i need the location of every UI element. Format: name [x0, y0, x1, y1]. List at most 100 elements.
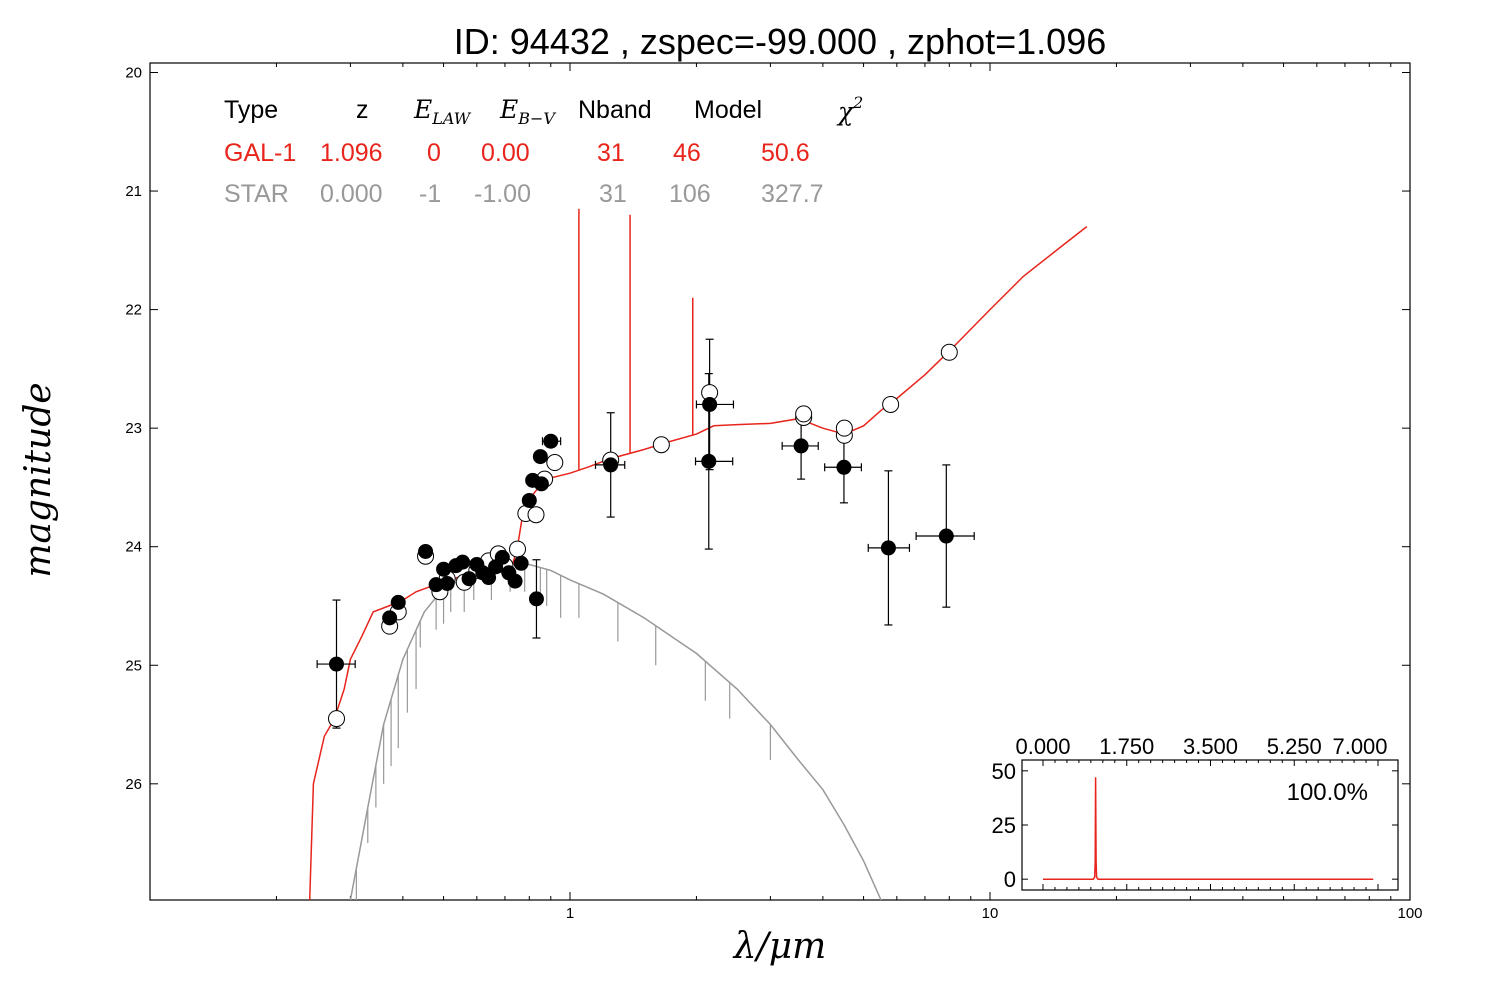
- table-header-elaw-sub: LAW: [431, 109, 472, 128]
- observed-point: [836, 459, 852, 475]
- gal-model: 46: [673, 139, 701, 167]
- observed-point: [461, 571, 477, 587]
- table-header-chi2-main: χ: [836, 97, 855, 126]
- fit-summary-table: Type z ELAW EB−V Nband Model χ2 GAL-1 1.…: [224, 93, 863, 208]
- gal-z: 1.096: [320, 139, 383, 167]
- table-header-ebv: EB−V: [499, 95, 556, 128]
- observed-point: [439, 575, 455, 591]
- x-axis-label: λ/μm: [732, 926, 826, 967]
- main-plot-frame: [149, 62, 1411, 901]
- observed-point: [507, 573, 523, 589]
- inset-y-tick-label: 50: [992, 759, 1016, 784]
- table-header-ebv-main: E: [499, 95, 518, 124]
- table-header-ebv-sub: B−V: [517, 109, 556, 128]
- observed-point: [702, 396, 718, 412]
- model-point: [546, 454, 564, 472]
- pdz-inset: 0.000 1.750 3.500 5.250 7.000 0 25 50 100.0%: [992, 734, 1399, 892]
- observed-point: [521, 492, 537, 508]
- observed-point: [513, 555, 529, 571]
- observed-point: [603, 457, 619, 473]
- x-tick-label: 10: [982, 905, 999, 922]
- table-header-nband: Nband: [578, 96, 652, 124]
- model-point: [795, 405, 813, 423]
- y-tick-label: 26: [125, 776, 142, 793]
- x-tick-label: 1: [566, 905, 574, 922]
- star-elaw: -1: [419, 180, 441, 208]
- observed-point: [793, 438, 809, 454]
- model-point: [527, 506, 545, 524]
- y-tick-label: 25: [125, 657, 142, 674]
- inset-y-tick-label: 25: [992, 813, 1016, 838]
- model-point: [835, 419, 853, 437]
- observed-point: [938, 528, 954, 544]
- galaxy-emission-lines: [578, 208, 694, 471]
- star-type: STAR: [224, 180, 289, 208]
- inset-frame: [1021, 759, 1399, 891]
- observed-point: [418, 543, 434, 559]
- star-model: 106: [669, 180, 711, 208]
- gal-elaw: 0: [427, 139, 441, 167]
- observed-point: [880, 540, 896, 556]
- chart-title: ID: 94432 , zspec=-99.000 , zphot=1.096: [454, 21, 1106, 62]
- observed-flux-points: [328, 396, 954, 672]
- observed-point: [533, 476, 549, 492]
- table-row-galaxy: GAL-1 1.096 0 0.00 31 46 50.6: [224, 139, 810, 167]
- table-row-star: STAR 0.000 -1 -1.00 31 106 327.7: [224, 180, 824, 208]
- y-tick-label: 21: [125, 183, 142, 200]
- y-tick-label: 23: [125, 420, 142, 437]
- model-point: [882, 395, 900, 413]
- y-axis-label: magnitude: [18, 382, 59, 577]
- y-tick-label: 24: [125, 539, 142, 556]
- y-tick-label: 20: [125, 64, 142, 81]
- gal-nband: 31: [597, 139, 625, 167]
- observed-point: [532, 449, 548, 465]
- y-tick-label: 22: [125, 302, 142, 319]
- model-point: [652, 436, 670, 454]
- observed-point: [481, 570, 497, 586]
- star-z: 0.000: [320, 180, 383, 208]
- table-header-type: Type: [224, 96, 278, 124]
- inset-x-axis: 0.000 1.750 3.500 5.250 7.000: [1015, 734, 1388, 890]
- pdz-percent-label: 100.0%: [1287, 779, 1368, 806]
- inset-x-tick-label: 0.000: [1015, 734, 1070, 759]
- observed-point: [382, 610, 398, 626]
- model-point: [327, 710, 345, 728]
- inset-x-tick-label: 1.750: [1099, 734, 1154, 759]
- inset-x-tick-label: 5.250: [1267, 734, 1322, 759]
- star-chi2: 327.7: [761, 180, 824, 208]
- gal-chi2: 50.6: [761, 139, 810, 167]
- table-header-elaw: ELAW: [413, 95, 472, 128]
- star-ebv: -1.00: [474, 180, 531, 208]
- observed-point: [328, 656, 344, 672]
- model-flux-points: [327, 343, 958, 728]
- observed-point: [390, 594, 406, 610]
- observed-point: [528, 591, 544, 607]
- observed-point: [543, 433, 559, 449]
- star-model-curve: [349, 563, 882, 901]
- main-x-axis: 1 10 100: [275, 63, 1423, 922]
- gal-ebv: 0.00: [481, 139, 530, 167]
- observed-point: [436, 561, 452, 577]
- x-tick-label: 100: [1397, 905, 1422, 922]
- observed-point: [494, 549, 510, 565]
- table-header-chi2-sup: 2: [852, 93, 863, 112]
- star-nband: 31: [599, 180, 627, 208]
- model-point: [509, 540, 527, 558]
- gal-type: GAL-1: [224, 139, 296, 167]
- inset-x-tick-label: 7.000: [1332, 734, 1387, 759]
- pdz-curve: [1043, 777, 1374, 880]
- inset-x-tick-label: 3.500: [1183, 734, 1238, 759]
- star-model-absorption-lines: [355, 564, 771, 900]
- table-header-elaw-main: E: [413, 95, 432, 124]
- inset-y-tick-label: 0: [1004, 867, 1016, 892]
- table-header-z: z: [356, 96, 369, 124]
- table-header-model: Model: [694, 96, 762, 124]
- inset-y-axis: 0 25 50: [992, 759, 1398, 892]
- table-header-chi2: χ2: [836, 93, 863, 126]
- observed-point: [455, 554, 471, 570]
- observed-point: [701, 453, 717, 469]
- model-point: [940, 343, 958, 361]
